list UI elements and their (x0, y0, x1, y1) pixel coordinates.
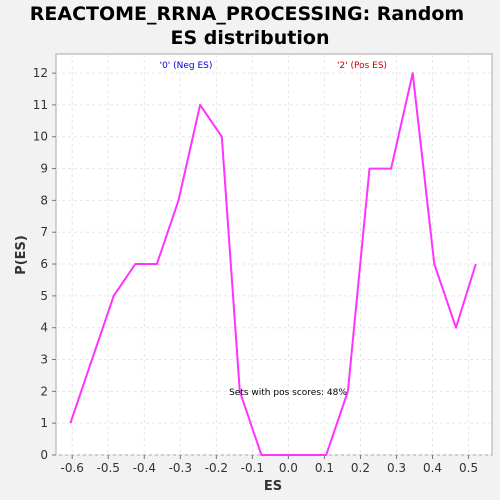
x-tick-label: -0.4 (133, 461, 156, 475)
pos-es-label: '2' (Pos ES) (337, 61, 387, 71)
chart-title-line-1: REACTOME_RRNA_PROCESSING: Random (30, 3, 464, 25)
plot-area (55, 53, 493, 456)
x-tick-label: -0.3 (169, 461, 192, 475)
y-tick-label: 9 (40, 162, 48, 176)
x-tick-label: -0.6 (61, 461, 84, 475)
y-tick-label: 6 (40, 257, 48, 271)
x-tick-label: 0.2 (351, 461, 370, 475)
y-tick-label: 1 (40, 416, 48, 430)
y-tick-label: 12 (33, 66, 48, 80)
y-tick-label: 4 (40, 321, 48, 335)
y-tick-label: 0 (40, 448, 48, 462)
x-tick-label: 0.5 (459, 461, 478, 475)
neg-es-label: '0' (Neg ES) (160, 61, 213, 71)
x-tick-label: 0.3 (387, 461, 406, 475)
x-tick-label: 0.1 (315, 461, 334, 475)
y-tick-label: 11 (33, 98, 48, 112)
series-layer (69, 72, 477, 456)
x-tick-label: -0.2 (205, 461, 228, 475)
x-axis-label: ES (264, 479, 282, 494)
chart-title-line-2: ES distribution (171, 27, 330, 49)
y-tick-label: 3 (40, 353, 48, 367)
y-tick-label: 5 (40, 289, 48, 303)
x-tick-label: -0.1 (241, 461, 264, 475)
series-line (69, 72, 477, 456)
x-tick-label: 0.0 (279, 461, 298, 475)
y-tick-label: 8 (40, 193, 48, 207)
pos-scores-annotation: Sets with pos scores: 48% (229, 388, 347, 398)
x-tick-label: 0.4 (423, 461, 442, 475)
y-tick-label: 7 (40, 225, 48, 239)
y-axis-label: P(ES) (14, 235, 29, 275)
y-tick-label: 2 (40, 384, 48, 398)
y-tick-label: 10 (33, 130, 48, 144)
x-tick-label: -0.5 (97, 461, 120, 475)
